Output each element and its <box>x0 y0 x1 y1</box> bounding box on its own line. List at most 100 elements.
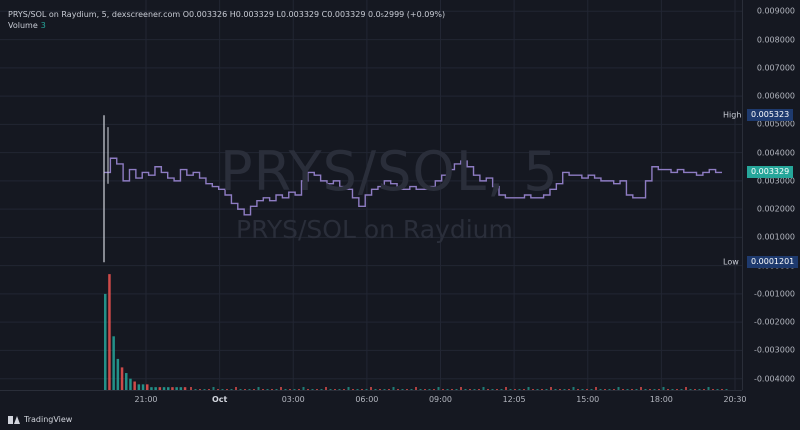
price-tick-label: -0.003000 <box>753 345 795 355</box>
volume-bar <box>235 387 237 390</box>
volume-bar <box>370 387 372 390</box>
volume-bar <box>658 389 660 390</box>
volume-legend[interactable]: Volume 3 <box>8 21 46 30</box>
volume-bar <box>509 389 512 390</box>
footer: TradingView <box>0 410 800 430</box>
volume-bar <box>208 389 210 390</box>
volume-bar <box>325 387 327 390</box>
price-tick-label: 0.008000 <box>756 35 795 45</box>
volume-bar <box>361 389 363 390</box>
volume-value: 3 <box>40 21 46 30</box>
volume-bar <box>536 389 539 390</box>
volume-bar <box>631 389 633 390</box>
price-chart[interactable] <box>0 0 742 390</box>
volume-bar <box>725 389 728 390</box>
volume-bar <box>302 387 305 390</box>
volume-bar <box>347 387 350 390</box>
volume-bar <box>171 387 174 390</box>
volume-bar <box>622 389 624 390</box>
plot-area[interactable]: PRYS/SOL, 5 PRYS/SOL on Raydium PRYS/SOL… <box>0 0 742 390</box>
volume-bar <box>581 389 584 390</box>
price-tick-label: 0.001000 <box>756 232 795 242</box>
tradingview-logo[interactable]: TradingView <box>8 415 72 424</box>
open-label: O <box>182 10 189 19</box>
volume-bar <box>428 389 431 390</box>
volume-bar <box>226 389 228 390</box>
price-tick-label: 0.002000 <box>756 204 795 214</box>
volume-bar <box>329 389 332 390</box>
volume-bar <box>244 389 246 390</box>
watermark-primary: PRYS/SOL, 5 <box>220 140 559 203</box>
volume-bar <box>217 389 219 390</box>
volume-bar <box>383 389 386 390</box>
price-tick-label: 0.003000 <box>756 176 795 186</box>
volume-bar <box>424 389 426 390</box>
volume-bar <box>230 389 233 390</box>
volume-bar <box>649 389 651 390</box>
volume-bar <box>653 389 656 390</box>
volume-bar <box>271 389 273 390</box>
time-tick-label: 12:05 <box>502 395 526 404</box>
volume-bar <box>137 384 141 390</box>
current-price-badge: 0.003329 <box>747 165 794 178</box>
symbol-title[interactable]: PRYS/SOL on Raydium, 5, dexscreener.com <box>8 10 181 19</box>
volume-bar <box>712 389 714 390</box>
volume-bar <box>572 387 575 390</box>
volume-bar <box>496 389 498 390</box>
volume-bar <box>352 389 354 390</box>
low-value: 0.003329 <box>280 10 320 19</box>
high-badge: 0.005323 <box>747 109 794 122</box>
volume-bar <box>523 389 525 390</box>
volume-bar <box>473 389 476 390</box>
price-tick-label: -0.004000 <box>753 374 795 384</box>
time-axis[interactable]: 21:00 Oct 03:00 06:00 09:00 12:05 15:00 18:00 20… <box>0 390 747 411</box>
volume-bar <box>482 387 485 390</box>
volume-bar <box>487 389 489 390</box>
volume-bar <box>608 389 611 390</box>
volume-bar <box>671 389 674 390</box>
time-tick-label: 06:00 <box>355 395 379 404</box>
high-value: 0.003329 <box>235 10 274 19</box>
watermark-secondary: PRYS/SOL on Raydium <box>236 215 513 244</box>
volume-bar <box>595 387 597 390</box>
volume-bar <box>635 389 638 390</box>
volume-bar <box>112 336 115 390</box>
volume-bar <box>379 389 381 390</box>
time-tick-label: 03:00 <box>281 395 305 404</box>
change-value: 0.0₅2999 (+0.09%) <box>367 10 446 19</box>
volume-bar <box>554 389 557 390</box>
volume-bar <box>541 389 543 390</box>
volume-bar <box>374 389 377 390</box>
volume-bar <box>613 389 615 390</box>
volume-bar <box>190 387 192 390</box>
volume-bar <box>280 387 282 390</box>
volume-bar <box>239 389 242 390</box>
volume-bar <box>293 389 296 390</box>
volume-bar <box>150 387 153 390</box>
volume-bar <box>397 389 399 390</box>
high-label: High <box>723 110 742 120</box>
price-tick-label: 0.007000 <box>756 63 795 73</box>
tradingview-icon <box>8 415 20 424</box>
volume-bar <box>257 387 260 390</box>
volume-bar <box>676 389 678 390</box>
volume-bar <box>141 384 145 390</box>
volume-bar <box>212 387 215 390</box>
volume-bar <box>125 373 128 390</box>
volume-bar <box>248 389 251 390</box>
open-value: 0.003326 <box>189 10 228 19</box>
volume-bar <box>559 389 561 390</box>
time-tick-label: 15:00 <box>576 395 600 404</box>
price-axis[interactable]: 0.009000 0.008000 0.007000 0.006000 0.005000… <box>723 0 800 390</box>
volume-bar <box>116 358 120 390</box>
volume-bar <box>154 387 157 390</box>
volume-bar <box>604 389 606 390</box>
volume-bar <box>392 387 395 390</box>
volume-bar <box>644 389 647 390</box>
volume-bar <box>518 389 521 390</box>
price-tick-label: 0.004000 <box>756 148 795 158</box>
volume-bar <box>415 387 417 390</box>
volume-bar <box>689 389 692 390</box>
low-badge: 0.0001201 <box>747 256 799 269</box>
